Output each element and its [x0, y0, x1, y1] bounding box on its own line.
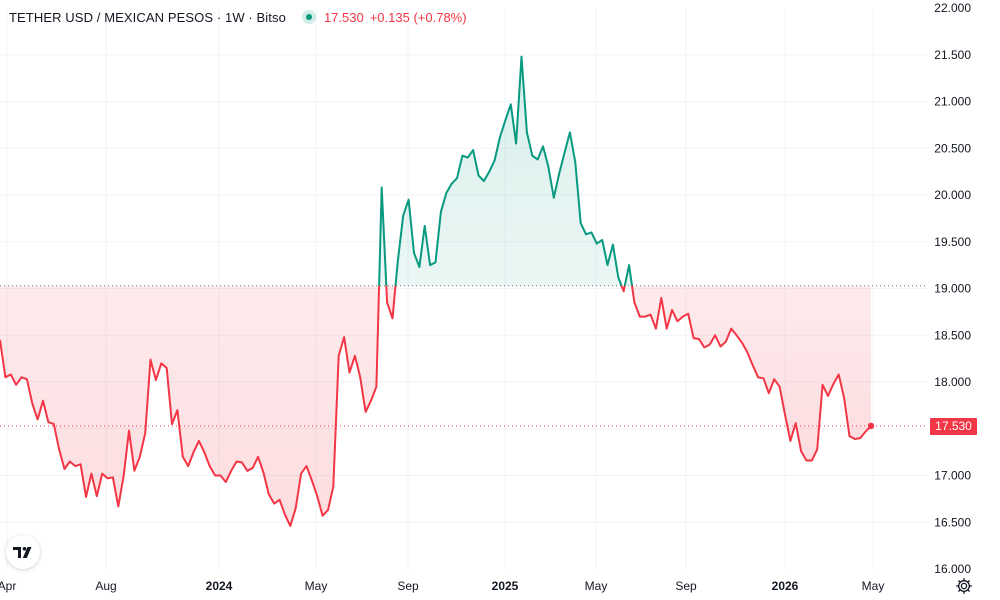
price-change: +0.135 (+0.78%): [369, 9, 467, 25]
price-line-up: [394, 55, 623, 287]
y-tick-label: 21.500: [934, 48, 971, 62]
gear-icon[interactable]: [955, 577, 973, 595]
y-tick-label: 19.500: [934, 235, 971, 249]
y-tick-label: 16.500: [934, 515, 971, 529]
x-tick-label: 2025: [492, 579, 519, 593]
x-tick-label: Sep: [675, 579, 697, 593]
reference-lines: [0, 285, 928, 430]
area-fill-up: [395, 56, 622, 286]
price-lines: [0, 55, 872, 527]
x-tick-label: May: [862, 579, 885, 593]
area-fill-down: [632, 285, 871, 461]
area-fill-down: [0, 285, 380, 526]
price-line-down: [620, 285, 626, 293]
x-tick-label: Sep: [397, 579, 419, 593]
y-tick-label: 22.000: [934, 1, 971, 15]
symbol-title[interactable]: TETHER USD / MEXICAN PESOS · 1W · Bitso: [9, 9, 286, 25]
y-tick-label: 16.000: [934, 562, 971, 576]
y-tick-label: 18.000: [934, 375, 971, 389]
x-tick-label: May: [585, 579, 608, 593]
last-price-marker: [867, 422, 875, 430]
area-fills: [0, 56, 871, 526]
price-axis[interactable]: 16.00016.50017.00017.50018.00018.50019.0…: [934, 1, 971, 576]
last-price-label: 17.530: [930, 418, 977, 435]
last-price: 17.530: [323, 9, 364, 25]
price-line-up: [623, 264, 633, 286]
x-tick-label: May: [305, 579, 328, 593]
tradingview-logo-icon[interactable]: [6, 535, 40, 569]
price-line-up: [378, 186, 388, 286]
x-tick-label: 2024: [206, 579, 233, 593]
y-tick-label: 21.000: [934, 95, 971, 109]
x-tick-label: Aug: [95, 579, 116, 593]
y-tick-label: 20.500: [934, 141, 971, 155]
chart-header: TETHER USD / MEXICAN PESOS · 1W · Bitso …: [9, 8, 467, 26]
x-tick-label: 2026: [772, 579, 799, 593]
y-tick-label: 18.500: [934, 328, 971, 342]
price-line-down: [0, 285, 381, 527]
time-axis[interactable]: Apr Aug 2024 May Sep 2025 May Sep 2026 May: [0, 579, 884, 593]
market-status-icon: [301, 10, 316, 24]
price-line-down: [385, 285, 397, 320]
tradingview-logo-glyph-icon: [13, 547, 32, 558]
y-tick-label: 19.000: [934, 282, 971, 296]
y-tick-label: 17.000: [934, 469, 971, 483]
price-line-down: [631, 285, 872, 462]
y-tick-label: 20.000: [934, 188, 971, 202]
x-tick-label: Apr: [0, 579, 16, 593]
